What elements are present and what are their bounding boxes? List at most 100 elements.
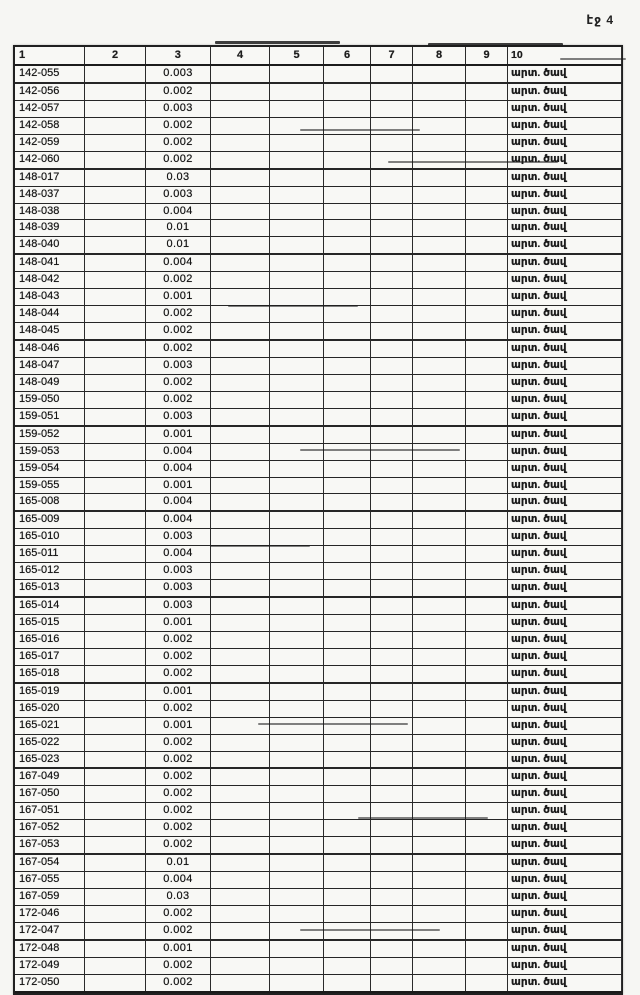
sample-id: 148-046: [15, 341, 85, 357]
note: արտ. ծավ: [508, 341, 622, 357]
empty-cell: [413, 289, 466, 306]
empty-cell: [371, 272, 413, 289]
empty-cell: [211, 529, 270, 546]
empty-cell: [466, 905, 508, 922]
empty-cell: [413, 306, 466, 323]
empty-cell: [85, 66, 146, 82]
empty-cell: [371, 255, 413, 272]
empty-cell: [85, 117, 146, 134]
empty-cell: [85, 357, 146, 374]
empty-cell: [413, 940, 466, 957]
table-row: 142-056 0.002 արտ. ծավ: [15, 83, 622, 101]
empty-cell: [413, 837, 466, 854]
sample-id: 148-017: [15, 169, 85, 186]
empty-cell: [85, 151, 146, 168]
column-header-6: 6: [324, 47, 371, 64]
empty-cell: [371, 477, 413, 494]
empty-cell: [324, 631, 371, 648]
scan-artifact: [300, 129, 420, 131]
empty-cell: [413, 203, 466, 220]
table-row: 165-013 0.003 արտ. ծավ: [15, 580, 622, 599]
empty-cell: [413, 734, 466, 751]
table-row: 165-018 0.002 արտ. ծավ: [15, 665, 622, 684]
sample-id: 148-049: [15, 374, 85, 391]
sample-id: 148-045: [15, 323, 85, 339]
empty-cell: [324, 905, 371, 922]
empty-cell: [413, 134, 466, 151]
empty-cell: [413, 529, 466, 546]
empty-cell: [371, 203, 413, 220]
empty-cell: [371, 134, 413, 151]
note: արտ. ծավ: [508, 426, 622, 443]
note: արտ. ծավ: [508, 803, 622, 820]
empty-cell: [466, 151, 508, 168]
empty-cell: [324, 820, 371, 837]
empty-cell: [85, 408, 146, 425]
table-row: 165-021 0.001 արտ. ծավ: [15, 717, 622, 735]
empty-cell: [413, 443, 466, 460]
empty-cell: [324, 786, 371, 803]
measured-value: 0.003: [146, 529, 211, 546]
empty-cell: [211, 957, 270, 974]
measured-value: 0.002: [146, 648, 211, 665]
measured-value: 0.002: [146, 391, 211, 408]
table-row: 148-047 0.003 արտ. ծավ: [15, 357, 622, 375]
empty-cell: [413, 855, 466, 872]
empty-cell: [85, 940, 146, 957]
table-row: 172-050 0.002 արտ. ծավ: [15, 974, 622, 993]
empty-cell: [211, 66, 270, 82]
note: արտ. ծավ: [508, 717, 622, 734]
empty-cell: [270, 769, 324, 786]
measured-value: 0.004: [146, 494, 211, 511]
table-row: 172-049 0.002 արտ. ծավ: [15, 957, 622, 975]
sample-id: 159-053: [15, 443, 85, 460]
empty-cell: [270, 220, 324, 237]
measured-value: 0.004: [146, 255, 211, 272]
empty-cell: [211, 237, 270, 254]
empty-cell: [466, 374, 508, 391]
sample-id: 167-059: [15, 889, 85, 905]
empty-cell: [324, 615, 371, 631]
empty-cell: [270, 391, 324, 408]
empty-cell: [270, 700, 324, 717]
note: արտ. ծավ: [508, 855, 622, 872]
column-header-8: 8: [413, 47, 466, 64]
empty-cell: [413, 169, 466, 186]
empty-cell: [270, 855, 324, 872]
table-row: 167-054 0.01 արտ. ծավ: [15, 855, 622, 873]
empty-cell: [211, 169, 270, 186]
empty-cell: [413, 323, 466, 339]
empty-cell: [371, 186, 413, 203]
measured-value: 0.002: [146, 134, 211, 151]
sample-id: 165-012: [15, 563, 85, 580]
empty-cell: [371, 665, 413, 682]
empty-cell: [85, 460, 146, 477]
empty-cell: [466, 855, 508, 872]
measured-value: 0.002: [146, 803, 211, 820]
table-row: 159-053 0.004 արտ. ծավ: [15, 443, 622, 461]
empty-cell: [324, 803, 371, 820]
empty-cell: [324, 426, 371, 443]
empty-cell: [270, 905, 324, 922]
empty-cell: [270, 169, 324, 186]
measured-value: 0.003: [146, 186, 211, 203]
table-body: 142-055 0.003 արտ. ծավ 142-056 0.002 արտ. ծավ…: [15, 66, 622, 993]
empty-cell: [211, 100, 270, 117]
table-row: 165-010 0.003 արտ. ծավ: [15, 529, 622, 547]
empty-cell: [85, 769, 146, 786]
note: արտ. ծավ: [508, 786, 622, 803]
scan-artifact: [560, 58, 626, 60]
empty-cell: [466, 631, 508, 648]
empty-cell: [466, 306, 508, 323]
measured-value: 0.002: [146, 272, 211, 289]
sample-id: 167-051: [15, 803, 85, 820]
column-header-4: 4: [211, 47, 270, 64]
table-header-row: 1 2 3 4 5 6 7 8 9 10: [15, 47, 622, 66]
empty-cell: [270, 631, 324, 648]
empty-cell: [371, 426, 413, 443]
sample-id: 148-042: [15, 272, 85, 289]
sample-id: 142-059: [15, 134, 85, 151]
measured-value: 0.002: [146, 665, 211, 682]
measured-value: 0.001: [146, 717, 211, 734]
empty-cell: [270, 751, 324, 768]
